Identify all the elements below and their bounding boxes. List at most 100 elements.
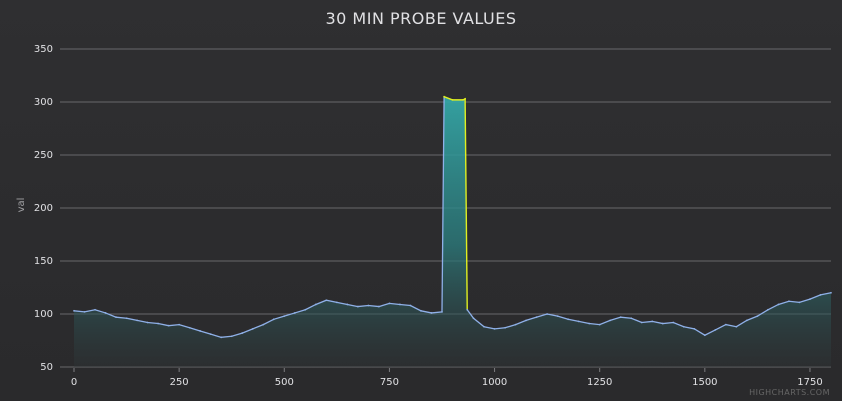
- data-point-925: [462, 98, 464, 101]
- data-point-1700: [788, 300, 790, 303]
- x-tick-label-500: 500: [275, 377, 294, 388]
- data-point-1525: [714, 329, 717, 331]
- data-point-75: [104, 312, 107, 314]
- data-point-850: [430, 312, 433, 314]
- data-point-575: [314, 303, 317, 306]
- data-point-125: [125, 317, 128, 320]
- area-fill: [74, 96, 831, 367]
- y-tick-label-150: 150: [34, 256, 53, 267]
- data-point-50: [94, 308, 96, 311]
- chart-credits[interactable]: HIGHCHARTS.COM: [749, 388, 830, 397]
- data-point-350: [220, 336, 223, 339]
- data-points: [73, 95, 832, 339]
- y-axis-title: val: [16, 198, 27, 213]
- data-point-930: [464, 97, 467, 100]
- data-point-975: [483, 325, 485, 328]
- data-point-725: [378, 305, 380, 308]
- data-point-625: [335, 301, 338, 304]
- chart-title: 30 MIN PROBE VALUES: [325, 9, 516, 28]
- y-tick-label-250: 250: [34, 150, 53, 161]
- data-point-900: [451, 98, 454, 101]
- data-point-1600: [745, 319, 748, 322]
- data-point-1225: [588, 322, 591, 325]
- data-point-1800: [830, 291, 832, 294]
- data-point-1350: [640, 321, 643, 324]
- data-point-1625: [756, 315, 759, 318]
- data-point-1725: [798, 301, 801, 304]
- data-point-275: [188, 326, 191, 329]
- data-point-1650: [767, 308, 769, 311]
- data-point-1250: [598, 323, 601, 326]
- data-point-875: [441, 310, 443, 313]
- y-tick-label-200: 200: [34, 203, 53, 214]
- data-point-175: [146, 321, 149, 324]
- data-point-1475: [693, 327, 696, 330]
- data-point-1025: [504, 326, 506, 329]
- data-point-1100: [535, 316, 538, 319]
- data-point-525: [293, 312, 296, 314]
- data-point-935: [466, 308, 469, 311]
- x-tick-label-0: 0: [71, 377, 77, 388]
- data-point-250: [178, 323, 181, 326]
- data-point-1425: [672, 321, 675, 324]
- data-point-100: [115, 316, 117, 319]
- data-point-1575: [735, 325, 738, 328]
- data-point-325: [209, 333, 212, 336]
- data-point-450: [262, 323, 265, 326]
- data-point-300: [199, 330, 202, 332]
- data-point-500: [283, 315, 286, 318]
- data-point-1375: [651, 320, 654, 323]
- x-tick-label-750: 750: [380, 377, 399, 388]
- data-point-1050: [514, 323, 517, 326]
- data-point-1325: [630, 317, 633, 320]
- data-point-1000: [493, 327, 496, 330]
- y-axis-ticks: 50 100 150 200 250 300 350: [34, 44, 53, 373]
- data-point-700: [367, 304, 370, 307]
- x-tick-label-1000: 1000: [482, 377, 507, 388]
- data-point-675: [356, 305, 359, 308]
- x-tick-label-1250: 1250: [587, 377, 612, 388]
- data-point-950: [472, 317, 475, 320]
- data-point-1200: [577, 320, 580, 323]
- y-tick-label-100: 100: [34, 309, 53, 320]
- data-point-775: [399, 303, 401, 306]
- data-point-1075: [525, 319, 527, 322]
- data-point-425: [251, 327, 254, 330]
- data-point-1175: [567, 318, 570, 321]
- y-tick-label-50: 50: [40, 362, 53, 373]
- data-point-1150: [556, 315, 559, 318]
- data-point-1750: [809, 298, 811, 301]
- data-point-400: [241, 332, 244, 334]
- data-point-1675: [777, 303, 780, 306]
- x-tick-label-1500: 1500: [692, 377, 717, 388]
- data-point-1300: [619, 316, 622, 319]
- x-tick-label-1750: 1750: [797, 377, 822, 388]
- y-tick-label-300: 300: [34, 97, 53, 108]
- data-point-225: [167, 324, 170, 327]
- data-point-550: [304, 308, 307, 311]
- data-point-650: [346, 303, 349, 306]
- data-point-375: [230, 335, 233, 338]
- x-axis-ticks: 0 250 500 750 1000 1250 1500 1750: [71, 368, 823, 388]
- data-point-1400: [661, 322, 664, 325]
- data-point-880: [443, 95, 445, 98]
- data-point-1500: [703, 334, 706, 337]
- data-point-150: [136, 319, 138, 322]
- data-point-1275: [609, 319, 612, 322]
- y-tick-label-350: 350: [34, 44, 53, 55]
- data-point-825: [420, 309, 422, 312]
- data-point-1550: [724, 323, 727, 326]
- data-point-475: [272, 318, 275, 321]
- series-line-segment-left: [73, 96, 445, 338]
- data-point-750: [388, 302, 391, 305]
- data-point-25: [83, 310, 86, 313]
- data-point-200: [157, 322, 160, 325]
- data-point-800: [409, 304, 412, 307]
- data-point-1125: [546, 313, 549, 315]
- x-tick-label-250: 250: [170, 377, 189, 388]
- data-point-0: [73, 309, 75, 312]
- area-layer: [74, 96, 831, 367]
- series-line-segment-right: [466, 292, 832, 336]
